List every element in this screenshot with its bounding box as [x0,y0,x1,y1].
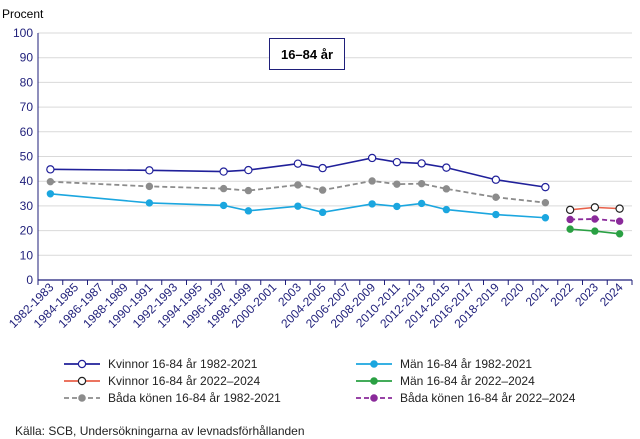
data-point [565,205,575,215]
y-tick-label: 30 [20,199,34,213]
y-tick-label: 0 [26,273,33,287]
y-tick-label: 90 [20,51,34,65]
data-point [318,186,327,194]
series-line [50,157,546,188]
legend-label: Båda könen 16-84 år 1982-2021 [108,391,281,405]
data-point [392,157,402,167]
data-point [442,185,451,193]
data-point [219,167,228,176]
y-tick-label: 60 [20,125,34,139]
data-point [145,199,154,207]
data-point [318,208,327,217]
y-tick-label: 100 [13,26,33,40]
legend-swatch-men-2022 [356,377,392,385]
data-point [293,159,303,168]
data-point [294,202,302,210]
legend-swatch-both-2022 [356,394,392,402]
legend-swatch-marker [78,394,86,402]
data-point [318,163,327,173]
data-point [417,159,426,168]
series-line [50,193,546,219]
legend-label: Kvinnor 16-84 år 2022–2024 [108,374,261,388]
data-point [492,193,500,201]
data-point [46,177,55,186]
data-point [492,210,500,219]
data-point [541,214,550,222]
data-point [541,198,550,207]
legend-swatch-marker [370,377,378,385]
legend-swatch-men-1982 [356,360,392,368]
y-axis-unit-label: Procent [2,7,44,21]
legend-item-women-1982: Kvinnor 16-84 år 1982-2021 [62,357,257,371]
data-point [591,227,599,235]
legend-label: Kvinnor 16-84 år 1982-2021 [108,357,258,371]
data-point [393,202,401,211]
data-point [244,165,253,175]
x-tick-label: 2022 [547,280,576,309]
data-point [244,186,253,195]
data-point [367,153,377,163]
y-tick-label: 20 [20,224,34,238]
data-point [244,207,253,215]
y-tick-label: 40 [20,174,34,188]
data-point [417,199,426,208]
legend-item-men-1982: Män 16-84 år 1982-2021 [354,357,532,371]
y-tick-label: 10 [20,248,34,262]
data-point [46,165,55,174]
data-point [145,182,154,191]
data-point [219,201,228,210]
data-point [615,217,624,225]
data-point [46,190,55,198]
data-point [442,163,451,172]
data-point [566,225,574,233]
legend-swatch-marker [370,394,378,402]
data-point [145,166,154,175]
data-point [417,179,426,188]
x-tick-label: 2021 [523,280,552,309]
y-tick-label: 80 [20,75,34,89]
panel-title-box: 16–84 år [269,38,345,70]
source-note: Källa: SCB, Undersökningarna av levnadsf… [15,424,305,438]
data-point [393,180,401,188]
legend-swatch-marker [77,359,87,369]
x-tick-label: 2024 [597,280,626,309]
data-point [541,182,550,192]
data-point [615,204,624,213]
data-point [368,177,376,185]
legend-label: Män 16-84 år 1982-2021 [400,357,533,371]
line-chart: 0 10 20 30 40 50 60 70 80 90 100 1982-19831984-198… [6,26,633,331]
legend-swatch-marker [77,376,87,386]
x-tick-label: 2023 [572,280,601,309]
axes [37,33,633,285]
data-point [615,230,624,238]
legend-swatch-marker [370,360,378,368]
data-point [566,215,574,224]
legend-label: Båda könen 16-84 år 2022–2024 [400,391,576,405]
data-point [491,175,501,184]
legend-item-both-2022: Båda könen 16-84 år 2022–2024 [354,391,575,405]
legend-swatch-both-1982 [64,394,100,402]
legend-label: Män 16-84 år 2022–2024 [400,374,535,388]
legend-item-both-1982: Båda könen 16-84 år 1982-2021 [62,391,281,405]
panel-title: 16–84 år [280,46,334,62]
legend-swatch-women-1982 [64,359,100,369]
data-point [294,181,302,189]
legend-item-men-2022: Män 16-84 år 2022–2024 [354,374,535,388]
series-line [50,180,546,204]
legend-item-women-2022: Kvinnor 16-84 år 2022–2024 [62,374,260,388]
y-tick-labels: 0 10 20 30 40 50 60 70 80 90 100 [13,26,33,287]
series-lines [46,153,624,238]
legend-swatch-women-2022 [64,376,100,386]
data-point [368,200,376,208]
y-tick-label: 70 [20,100,34,114]
data-point [219,184,228,193]
data-point [590,203,600,212]
x-tick-labels: 1982-19831984-19851986-19871988-19891990… [6,280,626,331]
data-point [442,205,451,214]
y-tick-label: 50 [20,150,34,164]
x-tick-label: 2020 [498,280,527,309]
data-point [591,215,599,223]
